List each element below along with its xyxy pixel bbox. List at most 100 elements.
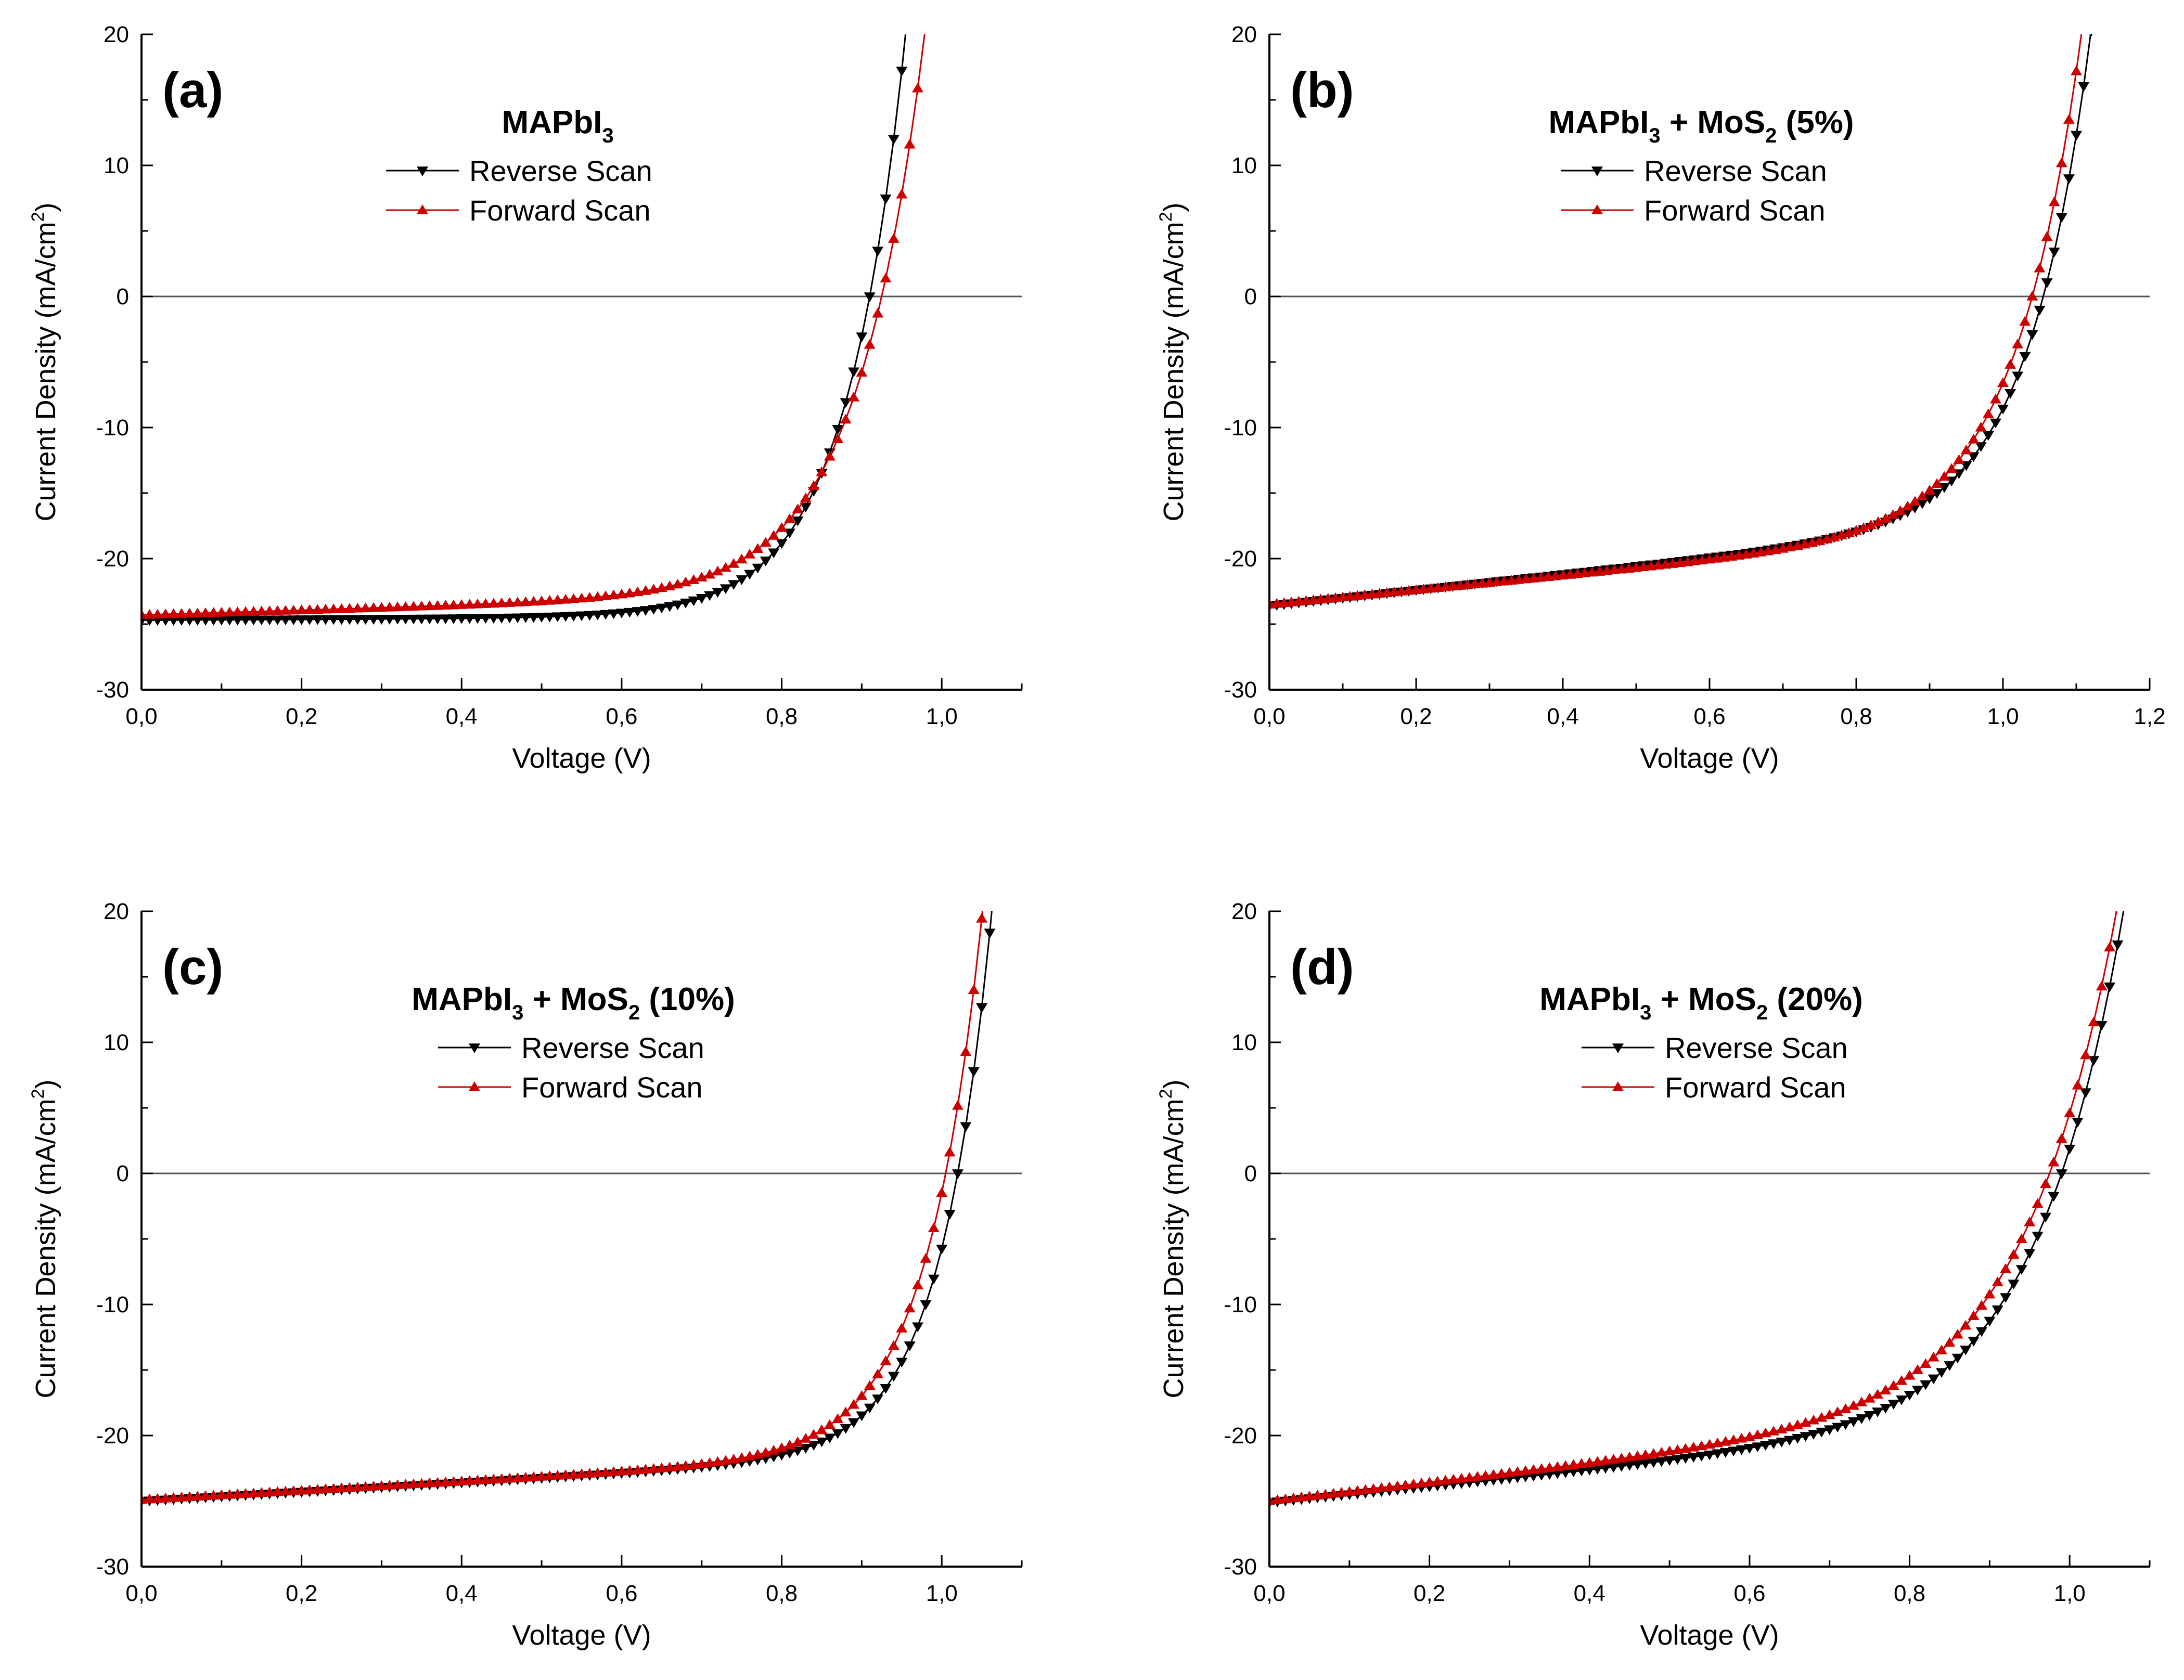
data-point <box>888 233 900 243</box>
data-point <box>1631 1460 1643 1470</box>
data-point <box>368 1480 380 1491</box>
data-point <box>248 605 260 616</box>
data-point <box>312 604 324 614</box>
data-point <box>880 273 892 282</box>
y-tick-label: -10 <box>1224 1292 1257 1317</box>
data-point <box>1792 1433 1804 1444</box>
data-point <box>1383 1481 1395 1491</box>
data-point <box>1946 463 1958 473</box>
data-point <box>1924 494 1935 505</box>
data-point <box>1376 1482 1388 1492</box>
data-point <box>328 1483 340 1493</box>
data-point <box>368 615 380 625</box>
y-tick-label: 20 <box>104 22 129 47</box>
x-tick-label: 0,2 <box>1400 704 1432 729</box>
data-point <box>1615 1462 1627 1472</box>
x-tick-label: 0,4 <box>446 704 478 729</box>
legend-marker <box>1612 1043 1624 1053</box>
x-tick-label: 0,8 <box>766 1581 798 1606</box>
data-point <box>1527 1464 1539 1474</box>
data-point <box>864 1403 876 1414</box>
data-point <box>151 609 163 619</box>
data-point <box>615 588 627 599</box>
data-point <box>1776 1438 1788 1448</box>
data-point <box>840 1406 852 1417</box>
x-tick-label: 1,0 <box>926 704 958 729</box>
data-point <box>536 1470 548 1481</box>
data-point <box>464 599 476 609</box>
data-point <box>1938 471 1950 481</box>
data-point <box>720 1455 731 1465</box>
data-point <box>175 1492 187 1502</box>
x-axis-title: Voltage (V) <box>512 1620 651 1651</box>
data-point <box>728 558 740 568</box>
x-tick-label: 0,0 <box>125 1581 157 1606</box>
data-point <box>768 1452 780 1463</box>
data-point <box>704 1457 716 1467</box>
data-point <box>936 1245 948 1255</box>
legend-label: Reverse Scan <box>469 154 652 187</box>
data-point <box>191 608 203 617</box>
data-point <box>423 1477 435 1488</box>
series-reverse <box>1269 34 2093 612</box>
chart-panel: -30 -20 -10 0 10 20 0,0 0,2 0,4 0,6 0,8 1,0 Voltage … <box>1156 899 2151 1651</box>
data-point <box>1295 1491 1307 1502</box>
data-point <box>480 614 492 624</box>
legend: Reverse Scan Forward Scan <box>386 154 652 227</box>
data-point <box>407 614 419 625</box>
data-point <box>2034 262 2046 273</box>
data-point <box>2112 899 2123 909</box>
legend-item: Reverse Scan <box>386 154 652 187</box>
series-forward <box>1269 34 2083 609</box>
data-point <box>2071 66 2082 75</box>
data-point <box>2055 157 2067 167</box>
legend-marker <box>1591 204 1603 214</box>
y-axis-title: Current Density (mA/cm2) <box>1156 202 1189 521</box>
legend-label: Forward Scan <box>521 1071 703 1104</box>
y-tick-label: 0 <box>117 284 129 309</box>
data-point <box>656 603 667 614</box>
data-point <box>200 607 212 617</box>
series-line <box>142 911 983 1501</box>
data-point <box>496 597 508 608</box>
data-point <box>160 616 172 626</box>
data-point <box>2032 1232 2044 1242</box>
data-point <box>624 1465 636 1475</box>
data-point <box>191 1491 203 1501</box>
data-point <box>679 1460 691 1470</box>
data-point <box>1269 1495 1275 1505</box>
x-tick-label: 1,0 <box>2054 1581 2086 1606</box>
data-point <box>511 1472 523 1482</box>
data-point <box>359 602 371 613</box>
data-point <box>416 1478 428 1488</box>
data-point <box>952 1169 963 1179</box>
data-point <box>576 611 587 622</box>
data-point <box>1968 1310 1980 1320</box>
data-point <box>1679 1454 1691 1464</box>
data-point <box>1816 1412 1828 1422</box>
y-tick-label: -30 <box>1224 677 1257 703</box>
data-point <box>1480 1470 1492 1480</box>
data-point <box>1520 1465 1532 1475</box>
data-point <box>600 590 612 600</box>
data-point <box>944 1210 956 1220</box>
data-point <box>632 607 644 617</box>
data-point <box>968 984 980 994</box>
data-point <box>880 1355 892 1365</box>
data-point <box>392 1479 404 1489</box>
data-point <box>888 135 900 145</box>
y-tick-label: -30 <box>96 677 129 703</box>
data-point <box>624 587 636 598</box>
data-point <box>296 604 307 614</box>
data-point <box>760 557 772 566</box>
data-point <box>208 616 220 626</box>
data-point <box>1851 525 1862 535</box>
y-tick-label: 0 <box>1244 284 1257 309</box>
data-point <box>1584 1457 1596 1467</box>
x-tick-label: 0,8 <box>1840 704 1872 729</box>
data-point <box>392 615 404 625</box>
data-point <box>1984 1288 1996 1299</box>
data-point <box>1456 1472 1468 1483</box>
data-point <box>608 589 620 600</box>
data-point <box>1608 1454 1620 1464</box>
